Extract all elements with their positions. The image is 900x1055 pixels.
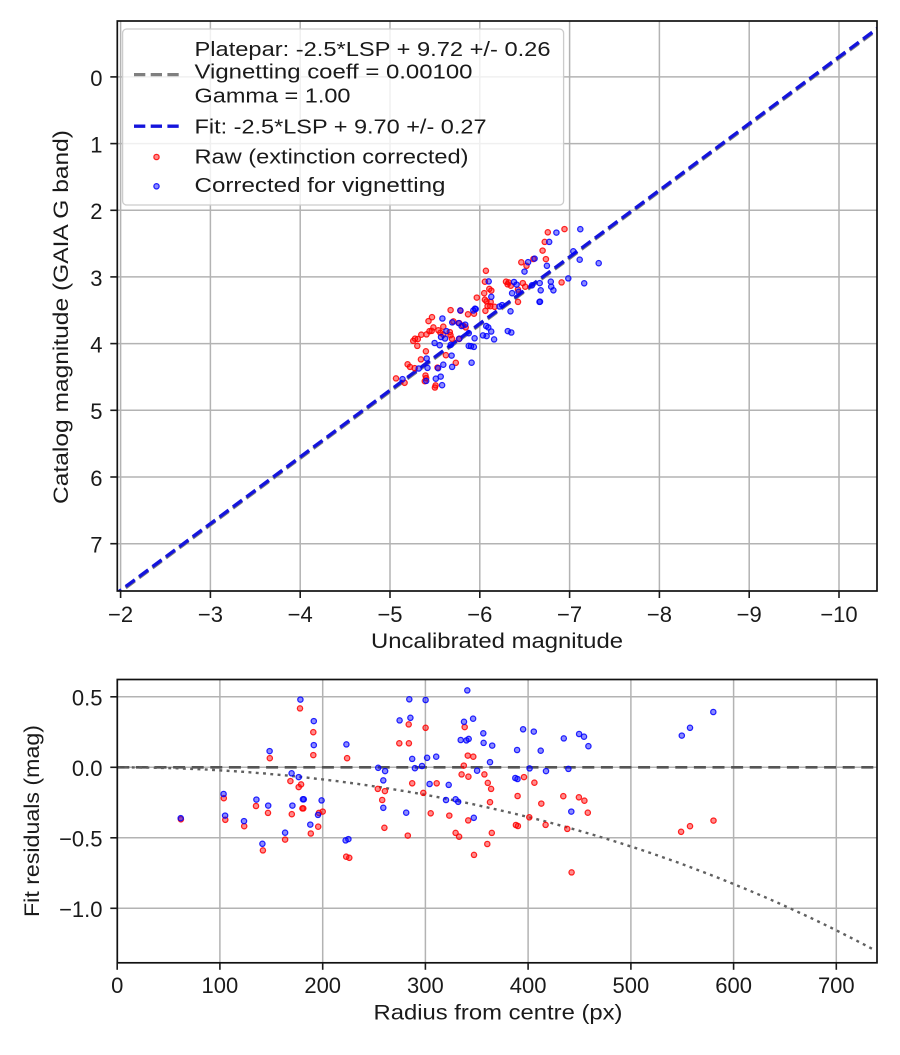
svg-text:500: 500 (613, 973, 650, 998)
svg-text:Fit residuals (mag): Fit residuals (mag) (21, 725, 44, 917)
svg-text:7: 7 (90, 533, 102, 558)
svg-text:0.0: 0.0 (72, 756, 103, 781)
svg-text:Raw (extinction corrected): Raw (extinction corrected) (195, 146, 469, 168)
svg-text:−1.0: −1.0 (59, 897, 102, 922)
svg-text:3: 3 (90, 266, 102, 291)
svg-text:700: 700 (818, 973, 855, 998)
svg-text:400: 400 (510, 973, 547, 998)
svg-text:0: 0 (90, 66, 102, 91)
svg-text:Vignetting coeff = 0.00100: Vignetting coeff = 0.00100 (195, 61, 473, 83)
svg-text:Uncalibrated magnitude: Uncalibrated magnitude (371, 630, 623, 653)
svg-text:−3: −3 (198, 602, 223, 627)
svg-text:−5: −5 (377, 602, 402, 627)
svg-text:Radius from centre (px): Radius from centre (px) (374, 1002, 623, 1025)
svg-text:−7: −7 (557, 602, 582, 627)
svg-text:6: 6 (90, 466, 102, 491)
svg-text:−9: −9 (737, 602, 762, 627)
svg-text:−2: −2 (108, 602, 133, 627)
svg-text:Fit: -2.5*LSP + 9.70 +/- 0.27: Fit: -2.5*LSP + 9.70 +/- 0.27 (195, 116, 487, 138)
svg-text:−8: −8 (647, 602, 672, 627)
svg-text:Catalog magnitude (GAIA G band: Catalog magnitude (GAIA G band) (50, 130, 73, 504)
svg-text:100: 100 (202, 973, 239, 998)
svg-text:4: 4 (90, 333, 102, 358)
svg-text:−10: −10 (820, 602, 857, 627)
svg-text:−0.5: −0.5 (59, 827, 102, 852)
svg-text:−6: −6 (467, 602, 492, 627)
svg-text:0: 0 (111, 973, 123, 998)
svg-text:1: 1 (90, 133, 102, 158)
svg-text:Platepar: -2.5*LSP + 9.72 +/-: Platepar: -2.5*LSP + 9.72 +/- 0.26 (195, 39, 551, 61)
svg-text:600: 600 (715, 973, 752, 998)
svg-text:0.5: 0.5 (72, 686, 103, 711)
svg-text:Corrected for vignetting: Corrected for vignetting (195, 175, 446, 197)
svg-text:300: 300 (407, 973, 444, 998)
svg-text:200: 200 (304, 973, 341, 998)
svg-text:2: 2 (90, 199, 102, 224)
svg-text:5: 5 (90, 399, 102, 424)
svg-text:Gamma = 1.00: Gamma = 1.00 (195, 86, 351, 108)
svg-text:−4: −4 (288, 602, 313, 627)
